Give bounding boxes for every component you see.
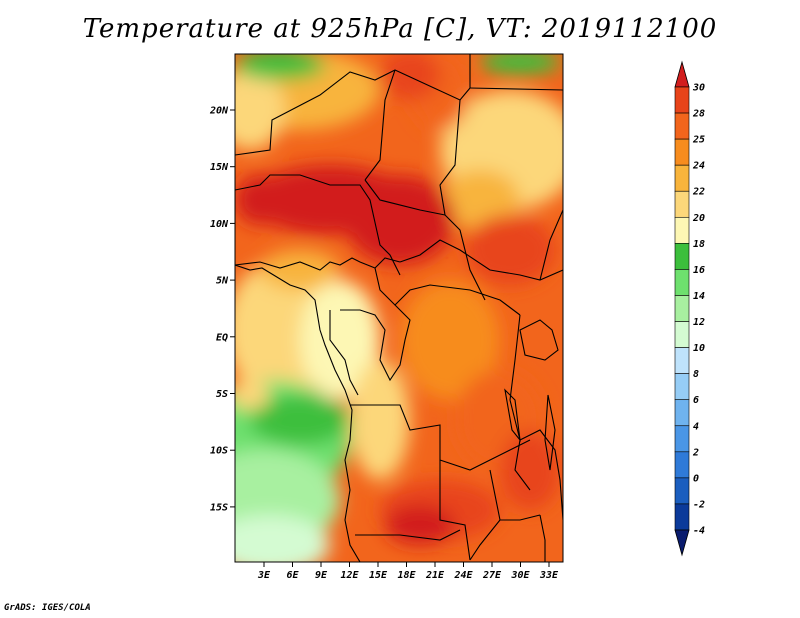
- colorbar-bottom-arrow: [674, 529, 690, 557]
- colorbar-swatch: [674, 112, 690, 140]
- colorbar-label: -2: [693, 499, 705, 510]
- colorbar-swatch: [674, 503, 690, 531]
- colorbar-label: 25: [692, 135, 705, 146]
- colorbar-swatch: [674, 295, 690, 322]
- colorbar-swatch: [674, 373, 690, 401]
- colorbar-label: 6: [693, 395, 699, 406]
- colorbar-swatch: [674, 347, 690, 374]
- colorbar-label: 18: [693, 239, 705, 250]
- colorbar-label: 28: [692, 109, 705, 120]
- lon-tick-label: 3E: [257, 570, 271, 581]
- colorbar-swatch: [674, 164, 690, 192]
- lat-tick-label: 15S: [210, 502, 228, 513]
- lat-tick-label: 10N: [210, 219, 229, 230]
- lon-tick-label: 21E: [425, 570, 445, 581]
- colorbar-label: 20: [692, 213, 705, 224]
- colorbar-label: 12: [693, 317, 705, 328]
- colorbar-label: 30: [692, 83, 705, 94]
- lon-tick-label: 9E: [315, 570, 328, 581]
- colorbar-label: 22: [692, 187, 705, 198]
- longitude-axis: 3E 6E 9E 12E 15E 18E 21E 24E 27E 30E 33E: [257, 562, 559, 581]
- lon-tick-label: 30E: [510, 570, 530, 581]
- colorbar-swatch: [674, 451, 690, 479]
- lon-tick-label: 6E: [286, 570, 299, 581]
- lat-tick-label: EQ: [216, 332, 228, 343]
- lat-tick-label: 5N: [216, 276, 229, 287]
- colorbar-swatch: [674, 138, 690, 166]
- country-borders: [235, 54, 563, 562]
- colorbar-label: 2: [692, 447, 699, 458]
- colorbar-swatch: [674, 243, 690, 270]
- map-title: Temperature at 925hPa [C], VT: 201911210…: [82, 14, 718, 44]
- colorbar-swatch: [674, 477, 690, 505]
- lat-tick-label: 5S: [216, 389, 228, 400]
- plot-frame: [234, 53, 564, 563]
- coastline: [235, 264, 559, 562]
- colorbar-swatch: [674, 190, 690, 218]
- colorbar-label: 14: [693, 291, 705, 302]
- colorbar-label: -4: [693, 526, 705, 537]
- colorbar-swatch: [674, 269, 690, 296]
- colorbar-swatch: [674, 425, 690, 453]
- colorbar-swatch: [674, 216, 690, 244]
- lon-tick-label: 24E: [453, 570, 473, 581]
- colorbar-label: 4: [693, 421, 699, 432]
- colorbar-label: 0: [693, 473, 699, 484]
- colorbar-label: 10: [693, 343, 705, 354]
- lon-tick-label: 18E: [397, 570, 416, 581]
- latitude-axis: 20N 15N 10N 5N EQ 5S 10S 15S: [209, 106, 235, 513]
- lat-tick-label: 10S: [210, 446, 228, 457]
- grads-credit: GrADS: IGES/COLA: [4, 603, 91, 613]
- colorbar-label: 16: [693, 265, 705, 276]
- lon-tick-label: 15E: [369, 570, 388, 581]
- colorbar-top-arrow: [674, 60, 690, 88]
- colorbar-label: 8: [693, 369, 699, 380]
- temperature-field: [235, 54, 563, 562]
- lat-tick-label: 15N: [210, 162, 229, 173]
- colorbar-label: 24: [692, 161, 705, 172]
- colorbar-swatch: [674, 86, 690, 114]
- lat-tick-label: 20N: [209, 106, 229, 117]
- lon-tick-label: 27E: [482, 570, 502, 581]
- colorbar-swatch: [674, 321, 690, 348]
- colorbar-swatch: [674, 399, 690, 427]
- lon-tick-label: 33E: [539, 570, 559, 581]
- lon-tick-label: 12E: [340, 570, 359, 581]
